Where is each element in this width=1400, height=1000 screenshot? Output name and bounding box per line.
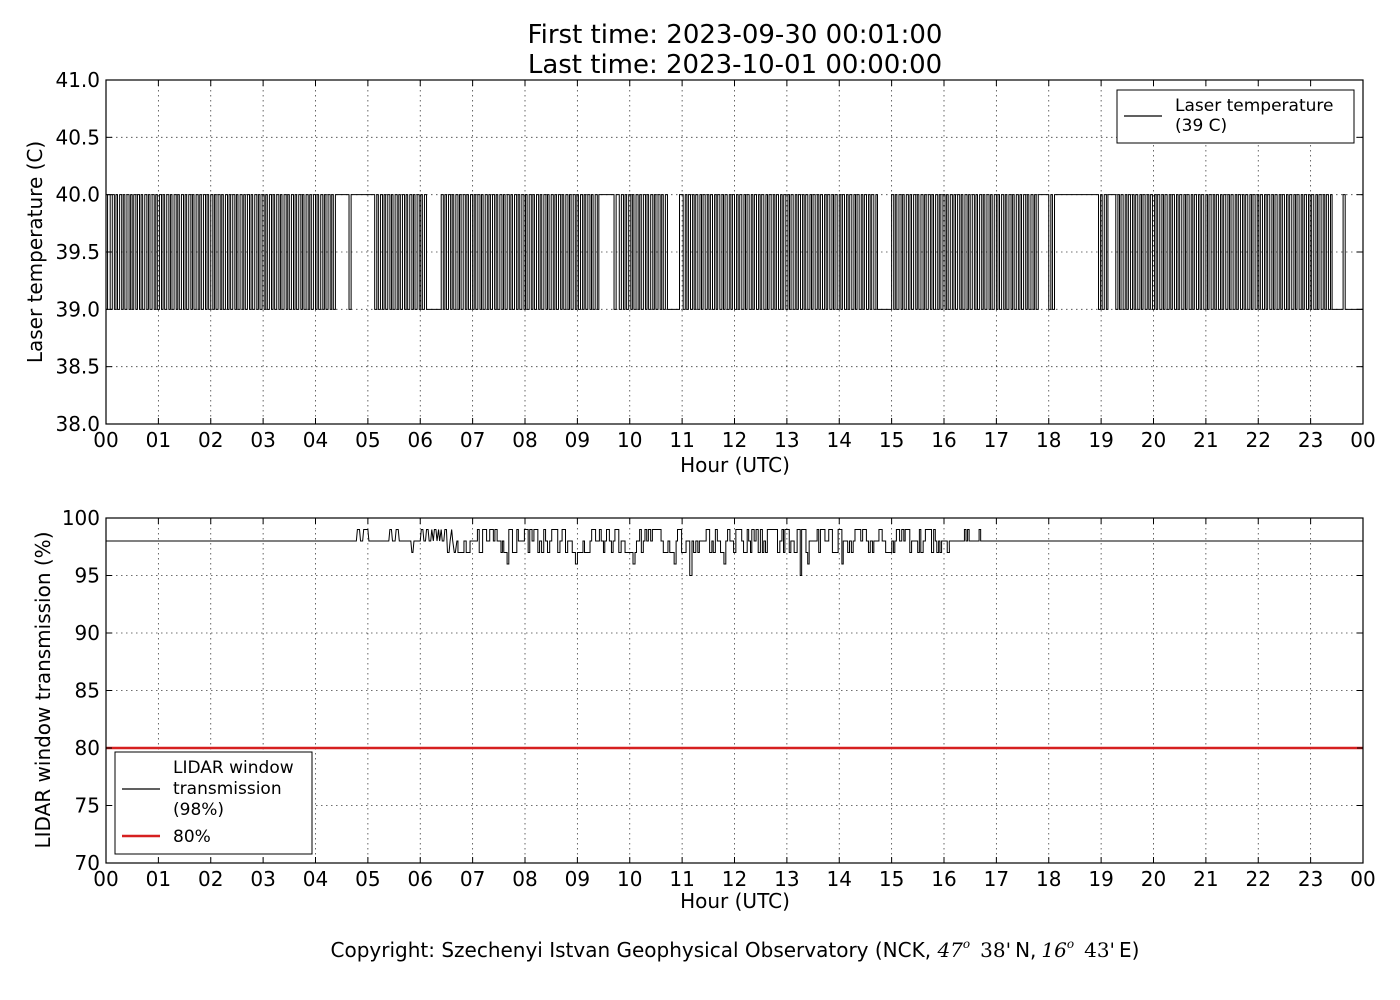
x-tick-label: 20 xyxy=(1141,867,1166,891)
x-tick-label: 05 xyxy=(355,867,380,891)
title-line-2: Last time: 2023-10-01 00:00:00 xyxy=(528,50,942,80)
x-tick-label: 20 xyxy=(1141,428,1166,452)
x-tick-label: 11 xyxy=(669,428,694,452)
y-tick-label: 38.0 xyxy=(55,412,100,436)
x-tick-label: 21 xyxy=(1193,867,1218,891)
y-tick-label: 70 xyxy=(75,851,100,875)
x-tick-label: 15 xyxy=(879,867,904,891)
x-tick-label: 03 xyxy=(250,867,275,891)
top-y-ticks: 38.0 38.5 39.0 39.5 40.0 40.5 41.0 xyxy=(55,68,1363,436)
x-tick-label: 09 xyxy=(565,428,590,452)
top-legend: Laser temperature (39 C) xyxy=(1116,89,1355,144)
x-tick-label: 09 xyxy=(565,867,590,891)
bottom-y-ticks: 70 75 80 85 90 95 100 xyxy=(62,506,1363,875)
title-line-1: First time: 2023-09-30 00:01:00 xyxy=(528,20,943,50)
x-tick-label: 22 xyxy=(1246,867,1271,891)
x-tick-label: 12 xyxy=(722,428,747,452)
x-tick-label: 13 xyxy=(774,867,799,891)
x-tick-label: 16 xyxy=(931,428,956,452)
y-tick-label: 100 xyxy=(62,506,100,530)
x-tick-label: 11 xyxy=(669,867,694,891)
x-tick-label: 01 xyxy=(146,428,171,452)
bottom-legend-label-line3: (98%) xyxy=(173,800,224,820)
x-tick-label: 22 xyxy=(1246,428,1271,452)
x-tick-label: 18 xyxy=(1036,428,1061,452)
bottom-x-axis-label: Hour (UTC) xyxy=(680,889,790,913)
x-tick-label: 17 xyxy=(984,428,1009,452)
lidar-transmission-series xyxy=(106,529,1363,576)
x-tick-label: 14 xyxy=(827,867,852,891)
x-tick-label: 08 xyxy=(512,428,537,452)
x-tick-label: 10 xyxy=(617,428,642,452)
x-tick-label: 00 xyxy=(1350,867,1375,891)
top-y-axis-label: Laser temperature (C) xyxy=(23,141,47,363)
x-tick-label: 01 xyxy=(146,867,171,891)
x-tick-label: 23 xyxy=(1298,428,1323,452)
top-legend-label-line2: (39 C) xyxy=(1175,116,1227,136)
x-tick-label: 07 xyxy=(460,867,485,891)
x-tick-label: 07 xyxy=(460,428,485,452)
laser-temperature-series xyxy=(106,194,1363,310)
top-x-axis-label: Hour (UTC) xyxy=(680,453,790,477)
bottom-legend-label-line1: LIDAR window xyxy=(173,758,294,778)
x-tick-label: 21 xyxy=(1193,428,1218,452)
y-tick-label: 80 xyxy=(75,736,100,760)
lidar-transmission-panel: 70 75 80 85 90 95 100 00 01 02 03 04 05 06 07 08 09 10 11… xyxy=(31,506,1376,913)
x-tick-label: 12 xyxy=(722,867,747,891)
x-tick-label: 15 xyxy=(879,428,904,452)
y-tick-label: 40.0 xyxy=(55,183,100,207)
x-tick-label: 04 xyxy=(303,867,328,891)
y-tick-label: 85 xyxy=(75,679,100,703)
x-tick-label: 03 xyxy=(250,428,275,452)
x-tick-label: 19 xyxy=(1088,867,1113,891)
top-x-ticks: 00 01 02 03 04 05 06 07 08 09 10 11 12 13 14 15 16 17 18 19… xyxy=(93,80,1376,452)
x-tick-label: 04 xyxy=(303,428,328,452)
x-tick-label: 14 xyxy=(827,428,852,452)
bottom-legend: LIDAR window transmission (98%) 80% xyxy=(114,751,313,855)
x-tick-label: 06 xyxy=(408,867,433,891)
x-tick-label: 02 xyxy=(198,428,223,452)
y-tick-label: 95 xyxy=(75,564,100,588)
x-tick-label: 13 xyxy=(774,428,799,452)
x-tick-label: 00 xyxy=(1350,428,1375,452)
x-tick-label: 08 xyxy=(512,867,537,891)
y-tick-label: 75 xyxy=(75,794,100,818)
x-tick-label: 19 xyxy=(1088,428,1113,452)
x-tick-label: 23 xyxy=(1298,867,1323,891)
laser-temperature-line xyxy=(106,194,1363,310)
bottom-legend-label-line2: transmission xyxy=(173,779,282,799)
y-tick-label: 38.5 xyxy=(55,355,100,379)
x-tick-label: 00 xyxy=(93,867,118,891)
y-tick-label: 39.5 xyxy=(55,240,100,264)
x-tick-label: 06 xyxy=(408,428,433,452)
x-tick-label: 17 xyxy=(984,867,1009,891)
lidar-transmission-line xyxy=(106,529,1363,576)
x-tick-label: 00 xyxy=(93,428,118,452)
x-tick-label: 16 xyxy=(931,867,956,891)
y-tick-label: 39.0 xyxy=(55,297,100,321)
x-tick-label: 10 xyxy=(617,867,642,891)
y-tick-label: 90 xyxy=(75,621,100,645)
y-tick-label: 41.0 xyxy=(55,68,100,92)
bottom-y-axis-label: LIDAR window transmission (%) xyxy=(31,532,55,849)
laser-temperature-panel: 38.038.539.039.540.040.541.0 00 01 02 03 04 0… xyxy=(23,68,1376,477)
bottom-x-ticks: 00 01 02 03 04 05 06 07 08 09 10 11 12 13 14 15 16 17 18 19… xyxy=(93,518,1376,891)
copyright-text: Copyright: Szechenyi Istvan Geophysical … xyxy=(331,937,1140,962)
x-tick-label: 02 xyxy=(198,867,223,891)
top-legend-label-line1: Laser temperature xyxy=(1175,96,1333,116)
x-tick-label: 18 xyxy=(1036,867,1061,891)
bottom-legend-label-threshold: 80% xyxy=(173,827,211,847)
y-tick-label: 40.5 xyxy=(55,125,100,149)
x-tick-label: 05 xyxy=(355,428,380,452)
